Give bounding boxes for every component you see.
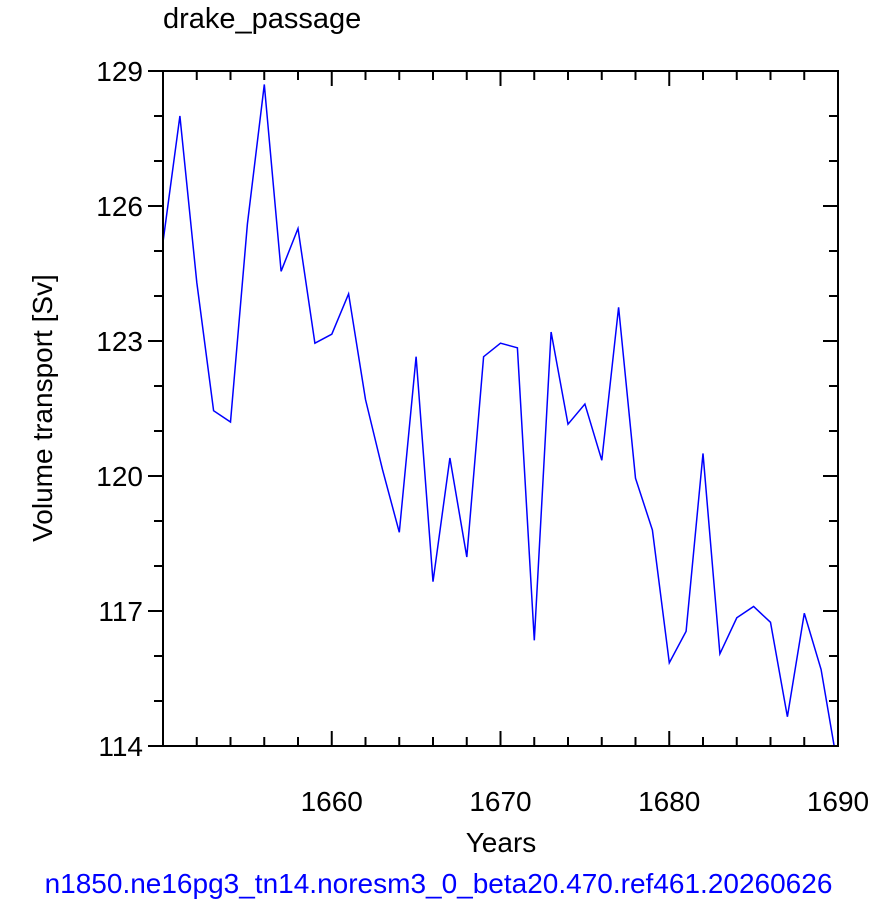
x-tick-label: 1670	[469, 786, 531, 817]
y-tick-label: 117	[98, 596, 143, 627]
y-tick-label: 123	[96, 326, 143, 357]
x-axis-label: Years	[466, 827, 537, 858]
y-tick-label: 114	[98, 731, 143, 762]
series-layer	[163, 84, 835, 746]
y-tick-label: 120	[96, 461, 143, 492]
axis-ticks	[148, 70, 839, 747]
x-tick-label: 1690	[807, 786, 869, 817]
chart-title: drake_passage	[163, 3, 361, 35]
footer-case-name: n1850.ne16pg3_tn14.noresm3_0_beta20.470.…	[44, 868, 833, 899]
y-axis-label: Volume transport [Sv]	[27, 274, 58, 542]
y-tick-label: 126	[96, 191, 143, 222]
x-tick-label: 1660	[301, 786, 363, 817]
y-tick-label: 129	[96, 56, 143, 87]
plot-frame	[162, 70, 839, 747]
x-tick-label: 1680	[638, 786, 700, 817]
tick-labels: 1660 1670 1680 1690 114 117 120 123 126 129	[96, 56, 869, 817]
series-line	[163, 84, 835, 746]
